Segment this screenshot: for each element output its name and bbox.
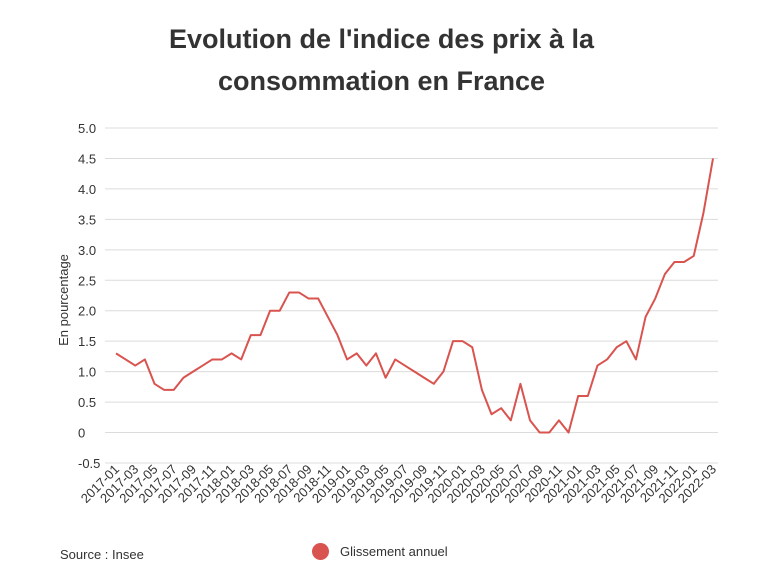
series-layer (115, 158, 714, 434)
y-tick-label: 4.5 (78, 151, 96, 166)
y-tick-label: 2.0 (78, 304, 96, 319)
chart-title-line-2: consommation en France (217, 66, 546, 96)
y-tick-label: 3.5 (78, 212, 96, 227)
chart-title-line-1: Evolution de l'indice des prix à la (168, 24, 595, 54)
y-tick-label: 0 (78, 426, 85, 441)
y-tick-label: 1.5 (78, 334, 96, 349)
y-tick-label: -0.5 (78, 456, 100, 471)
y-tick-label: 3.0 (78, 243, 96, 258)
y-axis-label: En pourcentage (56, 254, 71, 346)
legend-label: Glissement annuel (340, 544, 448, 559)
y-tick-label: 2.5 (78, 273, 96, 288)
y-tick-label: 4.0 (78, 182, 96, 197)
chart-title: Evolution de l'indice des prix à la cons… (0, 18, 763, 102)
legend[interactable]: Glissement annuel (312, 543, 448, 560)
y-tick-label: 0.5 (78, 395, 96, 410)
x-axis-ticks: 2017-012017-032017-052017-072017-092017-… (78, 462, 719, 506)
source-note: Source : Insee (60, 547, 144, 562)
y-tick-label: 5.0 (78, 121, 96, 136)
y-axis-ticks: -0.5 0 0.5 1.0 1.5 2.0 2.5 3.0 3.5 4.0 4.5 5.0 (78, 121, 100, 471)
y-tick-label: 1.0 (78, 365, 96, 380)
line-chart: -0.5 0 0.5 1.0 1.5 2.0 2.5 3.0 3.5 4.0 4.5 5.0 2017… (56, 121, 719, 506)
series-line (115, 158, 714, 434)
legend-swatch-icon (312, 543, 329, 560)
grid-lines (105, 127, 718, 464)
